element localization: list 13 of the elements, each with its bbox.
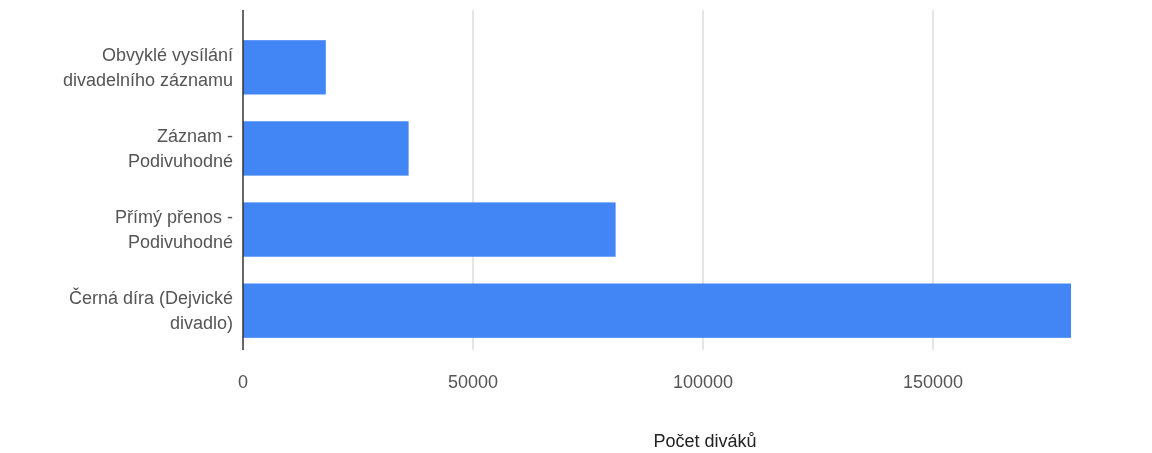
x-axis-title: Počet diváků (653, 431, 757, 451)
y-tick-label: Obvyklé vysílání divadelního záznamu (62, 44, 233, 90)
y-tick-label: Přímý přenos - Podivuhodné (114, 207, 233, 253)
bar (243, 121, 409, 176)
bar (243, 202, 616, 257)
bar (243, 40, 326, 95)
x-tick-label: 0 (237, 372, 249, 392)
bar (243, 283, 1071, 338)
y-tick-label: Černá díra (Dejvické divadlo) (68, 287, 233, 334)
y-tick-label: Záznam - Podivuhodné (127, 125, 233, 171)
x-tick-label: 100000 (672, 372, 734, 392)
x-tick-label: 150000 (902, 372, 964, 392)
x-tick-label: 50000 (447, 372, 499, 392)
